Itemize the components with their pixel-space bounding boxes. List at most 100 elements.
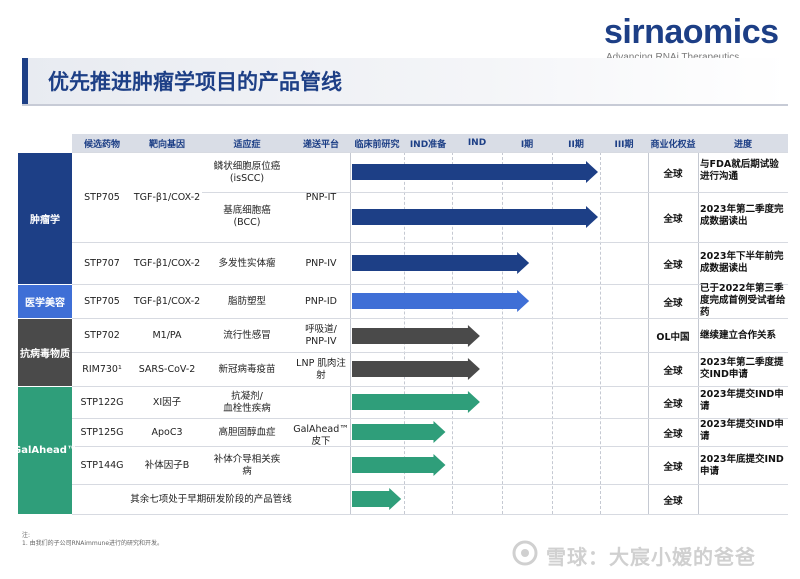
platform-cell: 呼吸道/ PNP-IV [305,323,337,347]
stage-arrow [352,454,446,476]
rights-cell: 全球 [663,259,683,271]
rights-cell: 全球 [663,398,683,410]
row-separator [72,284,788,285]
row-separator [72,514,788,515]
page-title: 优先推进肿瘤学项目的产品管线 [48,70,342,94]
rights-cell: 全球 [663,213,683,225]
rights-cell: 全球 [663,297,683,309]
stage-arrow [352,421,446,443]
category-galahead: GalAhead™ [13,387,77,514]
row-separator [72,484,788,485]
indication-cell: 基底细胞癌 (BCC) [223,205,271,228]
stage-arrow [352,488,402,510]
platform-cell: PNP-ID [305,295,337,307]
row-separator [72,152,788,153]
drug-cell: STP125G [80,426,124,438]
header-indication: 适应症 [233,139,261,150]
grid-line [502,152,503,514]
indication-cell: 高胆固醇血症 [218,426,276,438]
grid-line [552,152,553,514]
title-bar: 优先推进肿瘤学项目的产品管线 [22,58,788,106]
header-drug: 候选药物 [83,139,120,150]
drug-cell: STP144G [80,459,124,471]
watermark: 雪球：大宸小嫒的爸爸 [546,545,756,569]
target-cell: XI因子 [152,396,182,408]
progress-cell: 与FDA就后期试验进行沟通 [700,159,779,182]
grid-line [648,152,649,514]
target-cell: ApoC3 [151,426,183,438]
header-preclinical: 临床前研究 [354,139,400,150]
platform-cell: GalAhead™ 皮下 [293,423,349,447]
early-pipeline-cell: 其余七项处于早期研发阶段的产品管线 [130,493,292,505]
header-phase3: III期 [614,139,634,150]
stage-arrow [352,391,480,413]
header-progress: 进度 [733,139,752,150]
stage-arrow [352,161,598,183]
grid-line [698,152,699,514]
rights-cell: 全球 [663,365,683,377]
drug-cell: STP705 [84,295,120,307]
progress-cell: 已于2022年第三季度完成首例受试者给药 [700,283,786,318]
row-separator [72,386,788,387]
header-target: 靶向基因 [148,139,185,150]
indication-cell: 抗凝剂/ 血栓性疾病 [223,390,271,414]
title-accent [22,58,28,104]
drug-cell: STP122G [80,396,124,408]
progress-cell: 2023年第二季度完成数据读出 [700,204,784,227]
header-ind: IND [467,138,487,148]
rights-cell: 全球 [663,495,683,507]
grid-line [600,152,601,514]
platform-cell: PNP-IV [305,257,337,269]
target-cell: TGF-β1/COX-2 [133,191,201,203]
header-phase2: II期 [568,139,584,150]
drug-cell: RIM730¹ [82,363,122,375]
company-logo: sirnaomics Advancing RNAi Therapeutics [598,14,788,64]
footnote-label: 注: [22,532,31,539]
progress-cell: 2023年第二季度提交IND申请 [700,357,784,380]
row-separator [72,318,788,319]
indication-cell: 多发性实体瘤 [218,257,276,269]
indication-cell: 脂肪塑型 [227,295,266,307]
drug-cell: STP707 [84,257,120,269]
rights-cell: OL中国 [656,331,690,343]
progress-cell: 2023年下半年前完成数据读出 [700,251,784,274]
stage-arrow [352,358,480,380]
rights-cell: 全球 [663,428,683,440]
target-cell: 补体因子B [144,459,190,471]
indication-cell: 补体介导相关疾 病 [213,453,281,477]
logo-wordmark: sirnaomics [604,13,779,51]
footnote-text: 1. 由我们的子公司RNAimmune进行的研究和开发。 [22,540,164,547]
target-cell: TGF-β1/COX-2 [133,257,201,269]
header-rights: 商业化权益 [650,139,696,150]
header-ind-prep: IND准备 [409,139,447,150]
platform-cell: PNP-IT [305,191,337,203]
snowball-icon [512,540,538,566]
logo-tagline: Advancing RNAi Therapeutics [606,52,739,63]
indication-cell: 流行性感冒 [223,329,271,341]
drug-cell: STP705 [84,191,120,203]
stage-arrow [352,206,598,228]
category-aesthetics: 医学美容 [18,285,72,318]
progress-cell: 2023年底提交IND申请 [700,454,784,477]
row-separator [72,418,788,419]
indication-cell: 鳞状细胞原位癌 (isSCC) [213,160,281,184]
progress-cell: 继续建立合作关系 [700,330,777,341]
progress-cell: 2023年提交IND申请 [700,389,784,412]
rights-cell: 全球 [663,461,683,473]
target-cell: TGF-β1/COX-2 [133,295,201,307]
grid-line [350,152,351,514]
target-cell: M1/PA [152,329,182,341]
category-oncology: 肿瘤学 [18,153,72,284]
stage-arrow [352,325,480,347]
row-separator [202,192,788,193]
category-antiviral: 抗病毒物质 [18,319,72,386]
progress-cell: 2023年提交IND申请 [700,419,784,442]
rights-cell: 全球 [663,168,683,180]
table-header [72,134,788,152]
target-cell: SARS-CoV-2 [138,363,196,375]
indication-cell: 新冠病毒疫苗 [218,363,276,375]
stage-arrow [352,290,530,312]
row-separator [72,242,788,243]
platform-cell: LNP 肌肉注射 [296,357,346,381]
